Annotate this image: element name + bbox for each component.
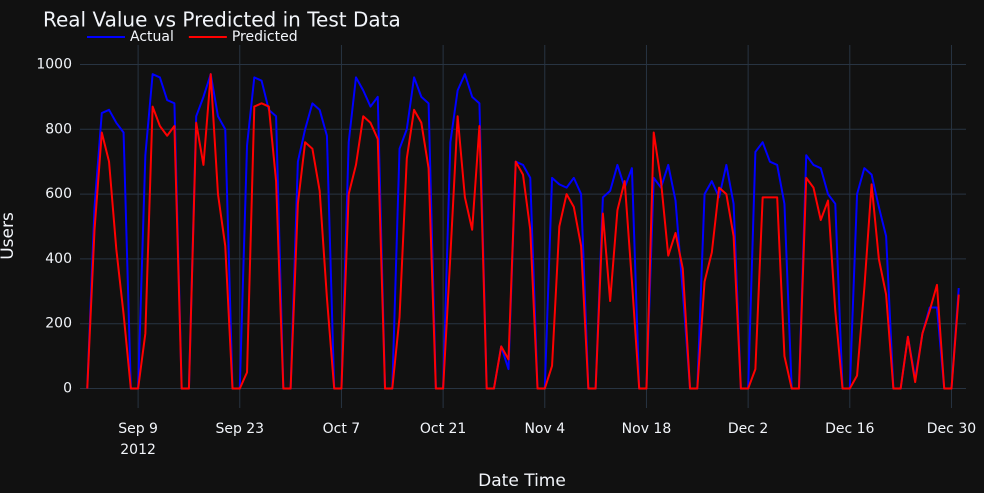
y-axis-label: Users xyxy=(0,212,18,260)
y-tick-label: 600 xyxy=(45,186,72,202)
y-tick-label: 1000 xyxy=(36,56,72,72)
x-tick-label: Sep 23 xyxy=(215,421,264,437)
x-tick-label: Dec 2 xyxy=(728,421,768,437)
x-tick-label: Oct 7 xyxy=(323,421,361,437)
y-tick-label: 800 xyxy=(45,121,72,137)
legend-label: Predicted xyxy=(232,29,298,45)
y-tick-label: 200 xyxy=(45,316,72,332)
y-tick-label: 400 xyxy=(45,251,72,267)
x-tick-label: Nov 4 xyxy=(524,421,565,437)
x-tick-label: Nov 18 xyxy=(622,421,672,437)
legend-label: Actual xyxy=(130,29,174,45)
x-tick-label: Sep 9 xyxy=(118,421,158,437)
x-axis-label: Date Time xyxy=(478,471,566,491)
x-tick-label: Dec 16 xyxy=(825,421,874,437)
x-year-label: 2012 xyxy=(120,442,156,458)
chart-title: Real Value vs Predicted in Test Data xyxy=(43,8,401,32)
x-tick-label: Oct 21 xyxy=(420,421,466,437)
x-tick-label: Dec 30 xyxy=(927,421,976,437)
series-line xyxy=(86,73,960,390)
y-tick-label: 0 xyxy=(63,381,72,397)
